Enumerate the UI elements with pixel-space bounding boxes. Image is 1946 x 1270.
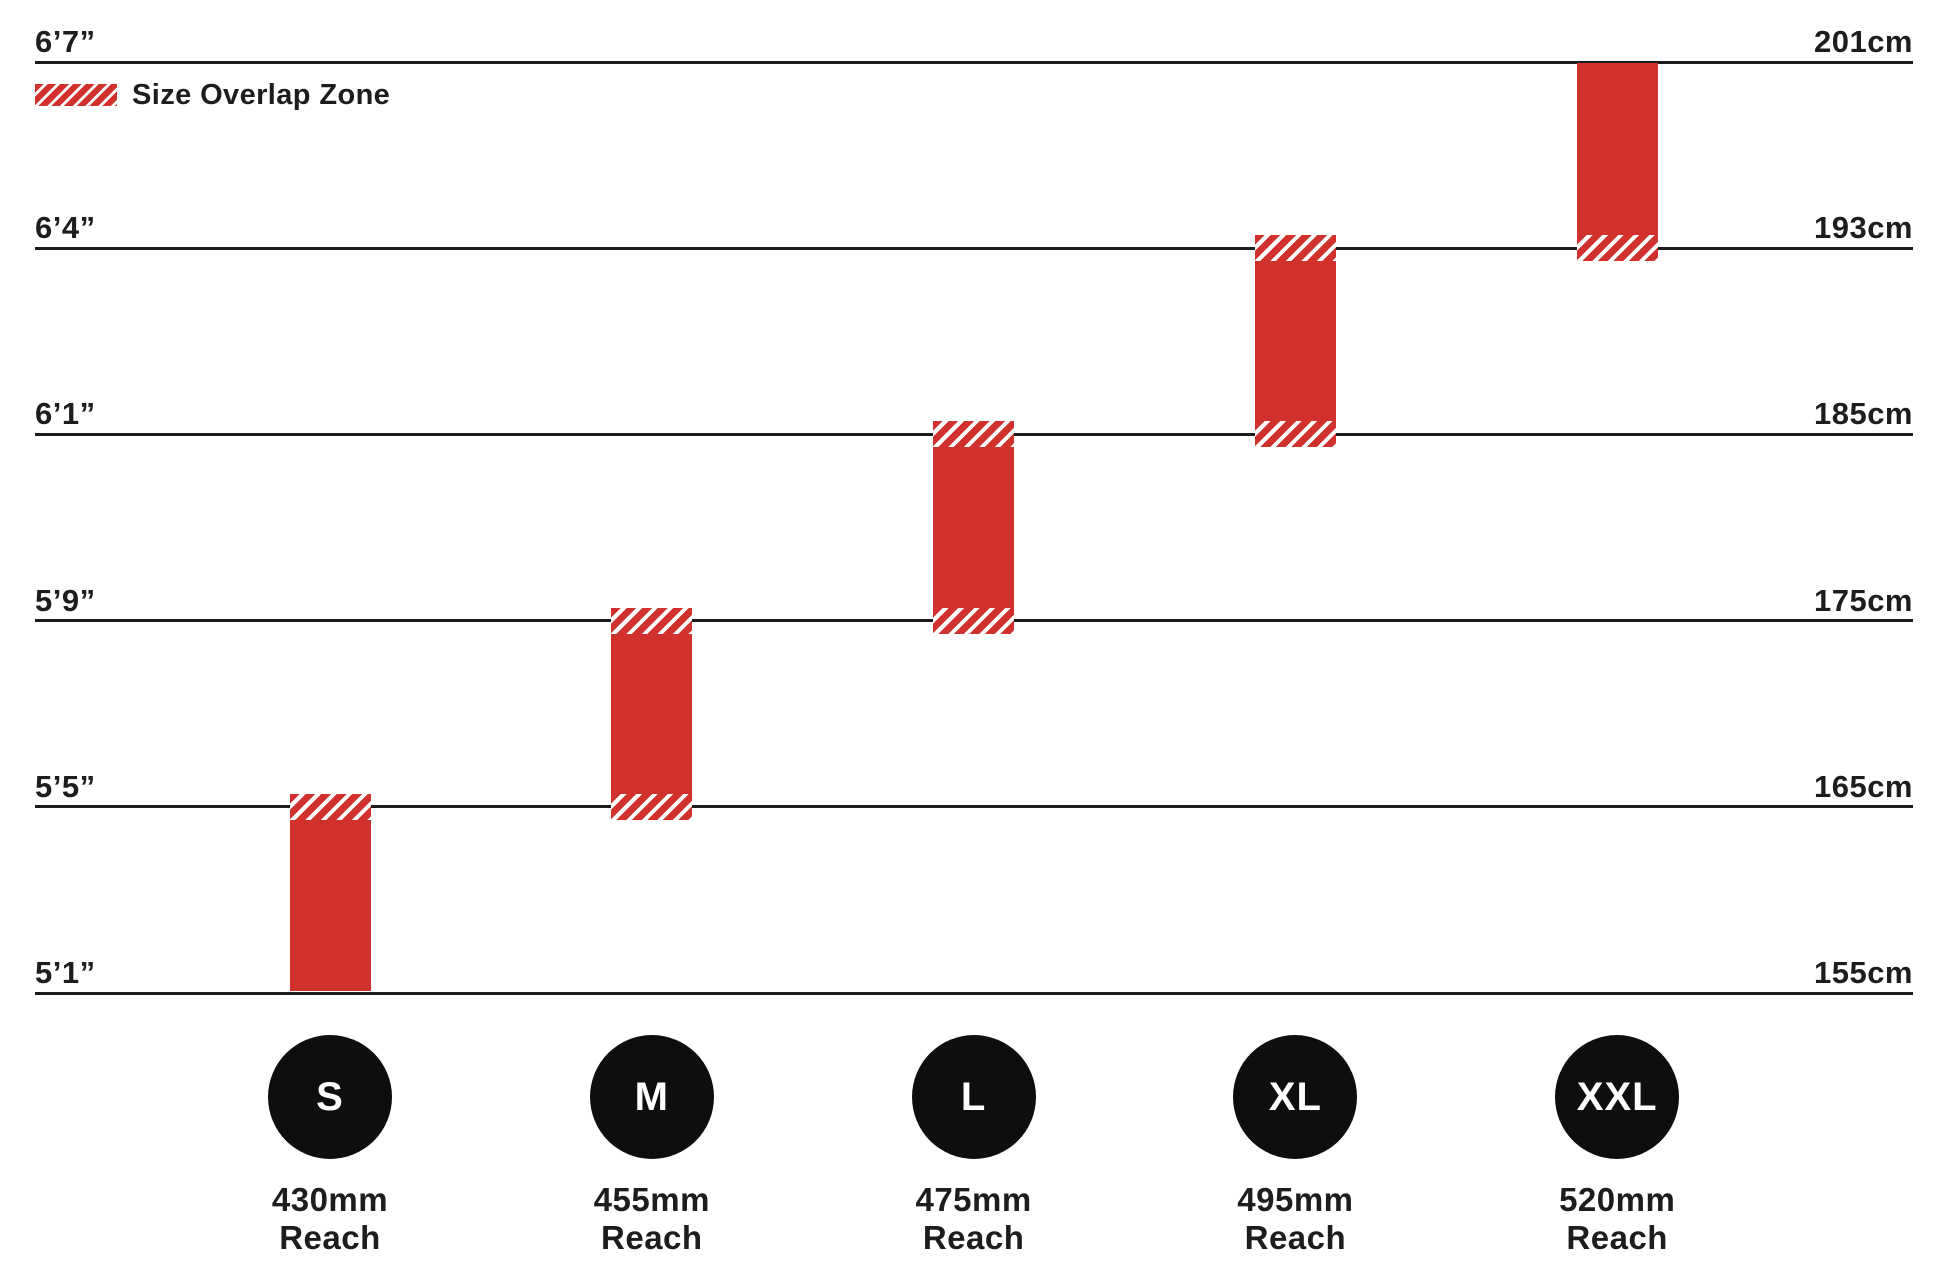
- size-circle-label: M: [634, 1074, 669, 1119]
- size-bar-l: [933, 421, 1015, 634]
- size-circle-xxl: XXL: [1555, 1035, 1680, 1159]
- reach-word: Reach: [279, 1219, 381, 1256]
- overlap-zone-top: [933, 421, 1015, 448]
- overlap-zone-swatch-icon: [35, 84, 117, 106]
- size-circle-xl: XL: [1233, 1035, 1358, 1159]
- reach-value: 455mm: [593, 1181, 710, 1218]
- reach-label-xl: 495mm Reach: [1175, 1181, 1415, 1257]
- height-tick-right: 165cm: [1813, 768, 1913, 804]
- reach-label-xxl: 520mm Reach: [1497, 1181, 1737, 1257]
- legend-label: Size Overlap Zone: [132, 79, 391, 111]
- reach-label-l: 475mm Reach: [854, 1181, 1094, 1257]
- size-circle-m: M: [589, 1035, 714, 1159]
- size-circle-s: S: [268, 1035, 392, 1159]
- height-tick-right: 193cm: [1813, 210, 1913, 246]
- overlap-zone-bottom: [933, 607, 1015, 634]
- reach-value: 520mm: [1559, 1181, 1676, 1218]
- overlap-zone-top: [611, 607, 693, 634]
- reach-value: 430mm: [271, 1181, 389, 1218]
- gridline: [35, 991, 1913, 995]
- size-bar-m: [611, 607, 693, 820]
- size-bar-s: [289, 793, 371, 992]
- reach-word: Reach: [1566, 1219, 1668, 1256]
- gridline: [35, 246, 1913, 250]
- height-tick-right: 155cm: [1813, 955, 1913, 990]
- height-tick-left: 5’5”: [35, 768, 96, 804]
- size-bar-xl: [1254, 235, 1336, 448]
- reach-word: Reach: [1244, 1219, 1347, 1256]
- size-bar-xxl: [1576, 63, 1658, 262]
- size-circle-label: XL: [1268, 1074, 1322, 1119]
- size-circle-label: S: [316, 1074, 344, 1119]
- overlap-zone-top: [1254, 235, 1336, 262]
- overlap-zone-top: [289, 793, 371, 820]
- height-tick-right: 185cm: [1813, 396, 1913, 432]
- overlap-zone-bottom: [611, 793, 693, 820]
- gridline: [35, 805, 1913, 809]
- height-tick-left: 6’4”: [35, 210, 96, 246]
- height-tick-left: 5’9”: [35, 582, 96, 618]
- legend: Size Overlap Zone: [35, 79, 391, 111]
- size-circle-label: XXL: [1576, 1074, 1658, 1119]
- reach-value: 495mm: [1237, 1181, 1354, 1218]
- reach-value: 475mm: [915, 1181, 1032, 1218]
- reach-label-s: 430mm Reach: [210, 1181, 450, 1257]
- overlap-zone-bottom: [1254, 421, 1336, 448]
- reach-word: Reach: [922, 1219, 1025, 1256]
- reach-label-m: 455mm Reach: [532, 1181, 772, 1257]
- height-tick-right: 201cm: [1813, 24, 1913, 59]
- size-circle-label: L: [960, 1074, 987, 1119]
- height-tick-left: 6’1”: [35, 396, 96, 432]
- height-tick-left: 6’7”: [35, 24, 96, 59]
- height-tick-right: 175cm: [1813, 582, 1913, 618]
- reach-word: Reach: [601, 1219, 703, 1256]
- size-circle-l: L: [911, 1035, 1036, 1159]
- height-tick-left: 5’1”: [35, 955, 96, 990]
- gridline: [35, 60, 1913, 64]
- overlap-zone-bottom: [1576, 235, 1658, 262]
